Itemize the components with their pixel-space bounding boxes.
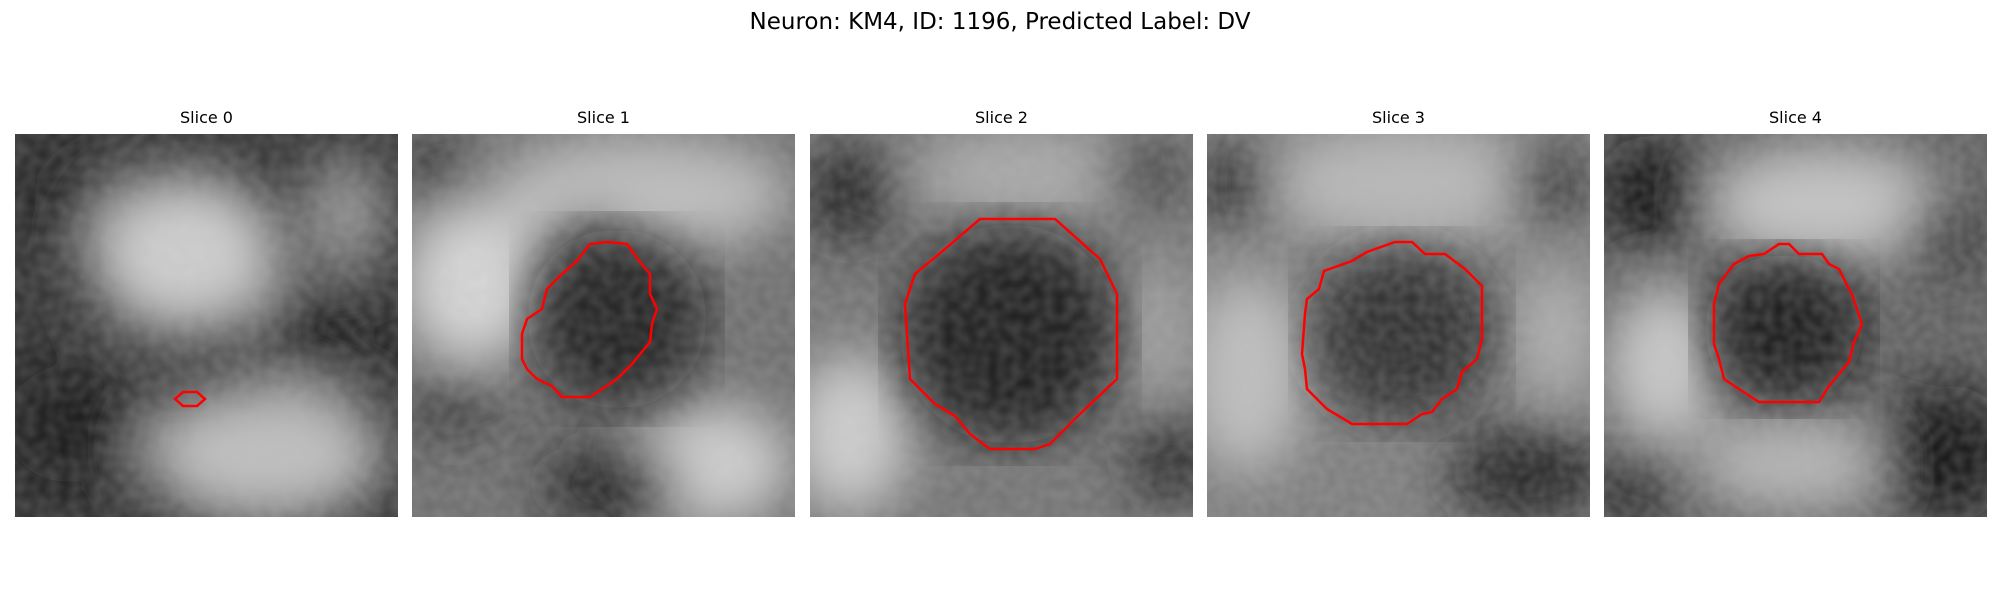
- slice-title-1: Slice 1: [577, 108, 630, 127]
- slice-image-4: [1604, 134, 1987, 517]
- slice-title-2: Slice 2: [975, 108, 1028, 127]
- slice-title-0: Slice 0: [180, 108, 233, 127]
- neuron-contour-2: [903, 217, 1119, 451]
- figure-title: Neuron: KM4, ID: 1196, Predicted Label: …: [749, 9, 1251, 35]
- slice-image-3: [1207, 134, 1590, 517]
- slice-image-2: [810, 134, 1193, 517]
- slice-title-3: Slice 3: [1372, 108, 1425, 127]
- slice-title-4: Slice 4: [1769, 108, 1822, 127]
- slice-image-1: [412, 134, 795, 517]
- neuron-contour-0: [173, 390, 207, 408]
- neuron-contour-4: [1712, 242, 1864, 404]
- slice-image-0: [15, 134, 398, 517]
- neuron-contour-3: [1300, 240, 1484, 426]
- neuron-contour-1: [520, 240, 659, 399]
